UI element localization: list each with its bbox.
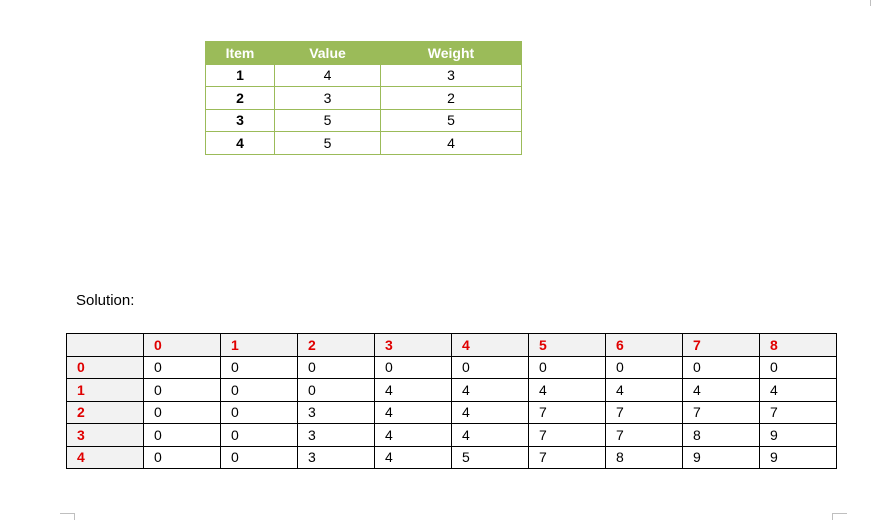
dp-cell: 0 [220,423,298,447]
page-corner-mark-left [60,513,75,520]
dp-cell: 5 [451,445,529,469]
item-weight-cell: 4 [380,131,522,155]
dp-col-header: 5 [528,333,606,357]
dp-cell: 0 [143,445,221,469]
dp-cell: 4 [374,400,452,424]
dp-cell: 4 [605,378,683,402]
dp-col-header: 0 [143,333,221,357]
dp-corner-cell [66,333,144,357]
dp-row-header: 4 [66,445,144,469]
item-value-cell: 4 [274,63,381,87]
dp-cell: 7 [605,423,683,447]
dp-row-header: 0 [66,355,144,379]
items-header-row: Item Value Weight [205,41,522,65]
dp-cell: 4 [374,423,452,447]
item-weight-cell: 2 [380,86,522,110]
item-value-cell: 3 [274,86,381,110]
dp-row-header: 3 [66,423,144,447]
dp-cell: 4 [451,378,529,402]
dp-col-header: 2 [297,333,375,357]
dp-row-header: 1 [66,378,144,402]
dp-col-header: 6 [605,333,683,357]
dp-cell: 0 [605,355,683,379]
page-margin-mark-top [870,0,871,6]
dp-col-header: 4 [451,333,529,357]
dp-cell: 9 [759,445,837,469]
dp-cell: 8 [605,445,683,469]
dp-cell: 9 [759,423,837,447]
dp-col-header: 1 [220,333,298,357]
dp-cell: 0 [682,355,760,379]
dp-cell: 4 [528,378,606,402]
dp-col-header: 8 [759,333,837,357]
dp-cell: 0 [143,423,221,447]
dp-cell: 0 [759,355,837,379]
dp-cell: 4 [451,423,529,447]
dp-cell: 8 [682,423,760,447]
dp-cell: 0 [220,400,298,424]
items-header-item: Item [205,41,275,65]
dp-cell: 0 [451,355,529,379]
table-row: 3 0 0 3 4 4 7 7 8 9 [66,423,837,447]
items-table: Item Value Weight 1 4 3 2 3 2 3 5 5 4 5 … [205,41,522,155]
item-value-cell: 5 [274,131,381,155]
dp-cell: 0 [220,355,298,379]
dp-cell: 3 [297,423,375,447]
items-header-value: Value [274,41,381,65]
solution-label: Solution: [76,292,135,309]
dp-cell: 0 [220,378,298,402]
dp-cell: 4 [374,378,452,402]
dp-cell: 0 [374,355,452,379]
dp-header-row: 0 1 2 3 4 5 6 7 8 [66,333,837,357]
dp-row-header: 2 [66,400,144,424]
dp-cell: 4 [374,445,452,469]
dp-cell: 7 [528,445,606,469]
dp-col-header: 7 [682,333,760,357]
dp-cell: 4 [759,378,837,402]
page-corner-mark-right [832,513,847,520]
dp-cell: 0 [528,355,606,379]
table-row: 3 5 5 [205,108,522,132]
item-id-cell: 2 [205,86,275,110]
item-weight-cell: 5 [380,108,522,132]
table-row: 4 5 4 [205,131,522,155]
dp-cell: 0 [297,378,375,402]
dp-col-header: 3 [374,333,452,357]
table-row: 2 3 2 [205,86,522,110]
items-header-weight: Weight [380,41,522,65]
item-id-cell: 4 [205,131,275,155]
item-id-cell: 3 [205,108,275,132]
table-row: 4 0 0 3 4 5 7 8 9 9 [66,445,837,469]
dp-cell: 4 [451,400,529,424]
dp-cell: 7 [528,400,606,424]
dp-cell: 3 [297,400,375,424]
dp-cell: 0 [297,355,375,379]
dp-cell: 7 [682,400,760,424]
dp-cell: 0 [220,445,298,469]
item-id-cell: 1 [205,63,275,87]
item-value-cell: 5 [274,108,381,132]
dp-cell: 0 [143,355,221,379]
item-weight-cell: 3 [380,63,522,87]
dp-cell: 0 [143,400,221,424]
dp-cell: 7 [605,400,683,424]
dp-cell: 7 [528,423,606,447]
table-row: 2 0 0 3 4 4 7 7 7 7 [66,400,837,424]
dp-cell: 7 [759,400,837,424]
dp-cell: 9 [682,445,760,469]
dp-cell: 4 [682,378,760,402]
table-row: 1 4 3 [205,63,522,87]
dp-cell: 3 [297,445,375,469]
table-row: 0 0 0 0 0 0 0 0 0 0 [66,355,837,379]
table-row: 1 0 0 0 4 4 4 4 4 4 [66,378,837,402]
dp-solution-table: 0 1 2 3 4 5 6 7 8 0 0 0 0 0 0 0 0 0 0 1 … [66,333,837,469]
dp-cell: 0 [143,378,221,402]
